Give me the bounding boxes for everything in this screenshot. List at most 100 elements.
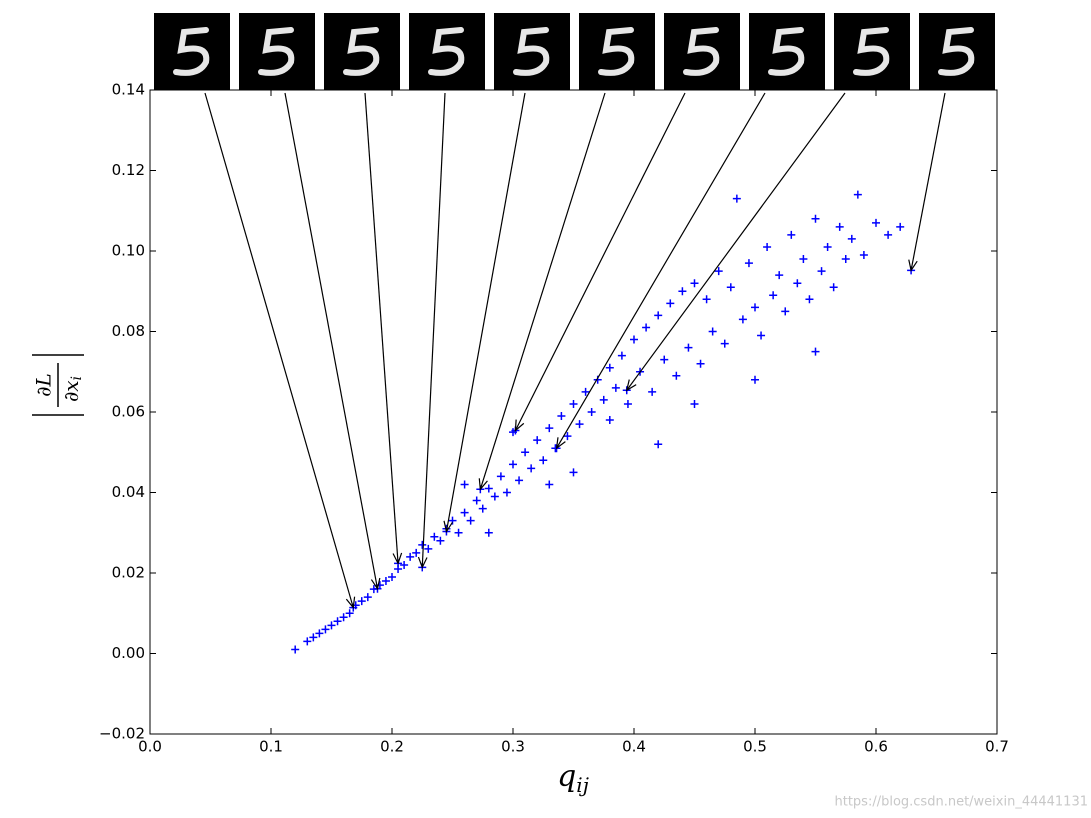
point	[357, 597, 366, 606]
point	[738, 315, 747, 324]
point	[630, 335, 638, 344]
y-tick-label: 0.02	[112, 564, 145, 582]
arrow	[479, 92, 606, 490]
point	[847, 234, 856, 243]
point	[829, 283, 838, 292]
y-label-den-base: ∂x	[59, 380, 83, 402]
point	[648, 387, 657, 396]
point	[690, 399, 699, 408]
point	[327, 621, 336, 630]
point	[605, 363, 614, 372]
arrow	[514, 92, 686, 431]
point	[757, 331, 766, 340]
digit-stroke	[258, 27, 295, 76]
point	[291, 645, 300, 654]
point	[599, 395, 608, 404]
arrow	[626, 92, 846, 391]
point	[412, 548, 421, 557]
point	[484, 484, 493, 493]
arrow-head	[514, 419, 525, 432]
point	[539, 456, 548, 465]
point	[769, 291, 778, 300]
point	[460, 480, 469, 489]
point	[430, 532, 439, 541]
arrow	[364, 92, 399, 564]
point	[617, 351, 626, 360]
x-axis-label-sub: ij	[576, 773, 589, 797]
point	[563, 432, 572, 441]
x-axis-label: qij	[557, 759, 589, 797]
point	[436, 536, 445, 545]
point	[460, 508, 469, 517]
x-tick-label: 0.3	[501, 738, 525, 756]
x-tick-label: 0.0	[138, 738, 162, 756]
point	[309, 633, 318, 642]
digit-stroke	[173, 27, 210, 76]
arrow	[445, 92, 526, 532]
point	[533, 436, 542, 445]
point	[654, 311, 663, 320]
point	[400, 560, 409, 569]
point	[793, 279, 802, 288]
y-tick-label: 0.06	[112, 403, 145, 421]
point	[817, 267, 826, 276]
point	[751, 303, 759, 312]
point	[527, 464, 536, 473]
y-tick-label: 0.04	[112, 483, 145, 501]
y-label-denominator: ∂xi	[59, 376, 86, 402]
point	[569, 399, 578, 408]
point	[502, 488, 511, 497]
point	[545, 424, 554, 433]
arrow-head	[392, 552, 403, 565]
point	[454, 528, 463, 537]
x-tick-label: 0.6	[864, 738, 888, 756]
point	[751, 375, 759, 384]
point	[763, 242, 772, 251]
point	[654, 440, 663, 449]
point	[333, 617, 342, 626]
point	[363, 593, 372, 602]
x-tick-label: 0.7	[985, 738, 1009, 756]
point	[841, 255, 850, 264]
point	[472, 496, 481, 505]
y-axis-label: ∂L ∂xi	[32, 354, 86, 416]
digit-stroke	[938, 27, 975, 76]
plot-frame	[149, 89, 998, 735]
point	[720, 339, 729, 348]
point	[581, 387, 590, 396]
point	[642, 323, 651, 332]
point	[702, 295, 711, 304]
arrow-head	[370, 577, 381, 591]
point	[484, 528, 493, 537]
x-tick-label: 0.5	[743, 738, 767, 756]
point	[799, 255, 808, 264]
point	[660, 355, 669, 364]
point	[678, 287, 687, 296]
arrow-head	[478, 478, 488, 491]
arrow-head	[417, 556, 428, 569]
point	[605, 416, 614, 425]
arrow	[910, 92, 946, 271]
point	[569, 468, 578, 477]
digit-stroke	[598, 27, 635, 76]
point	[708, 327, 717, 336]
point	[424, 544, 433, 553]
point	[732, 194, 741, 203]
point	[611, 383, 620, 392]
point	[805, 295, 814, 304]
point	[303, 637, 312, 646]
point	[388, 573, 396, 582]
point	[315, 629, 324, 638]
point	[672, 371, 681, 380]
point	[496, 472, 505, 481]
point	[872, 218, 880, 227]
point	[557, 412, 566, 421]
y-label-den-sub: i	[69, 376, 85, 380]
point	[587, 408, 596, 416]
point	[490, 492, 499, 501]
digit-stroke	[768, 27, 805, 76]
point	[684, 343, 693, 352]
point	[381, 577, 390, 586]
digit-stroke	[683, 27, 720, 76]
